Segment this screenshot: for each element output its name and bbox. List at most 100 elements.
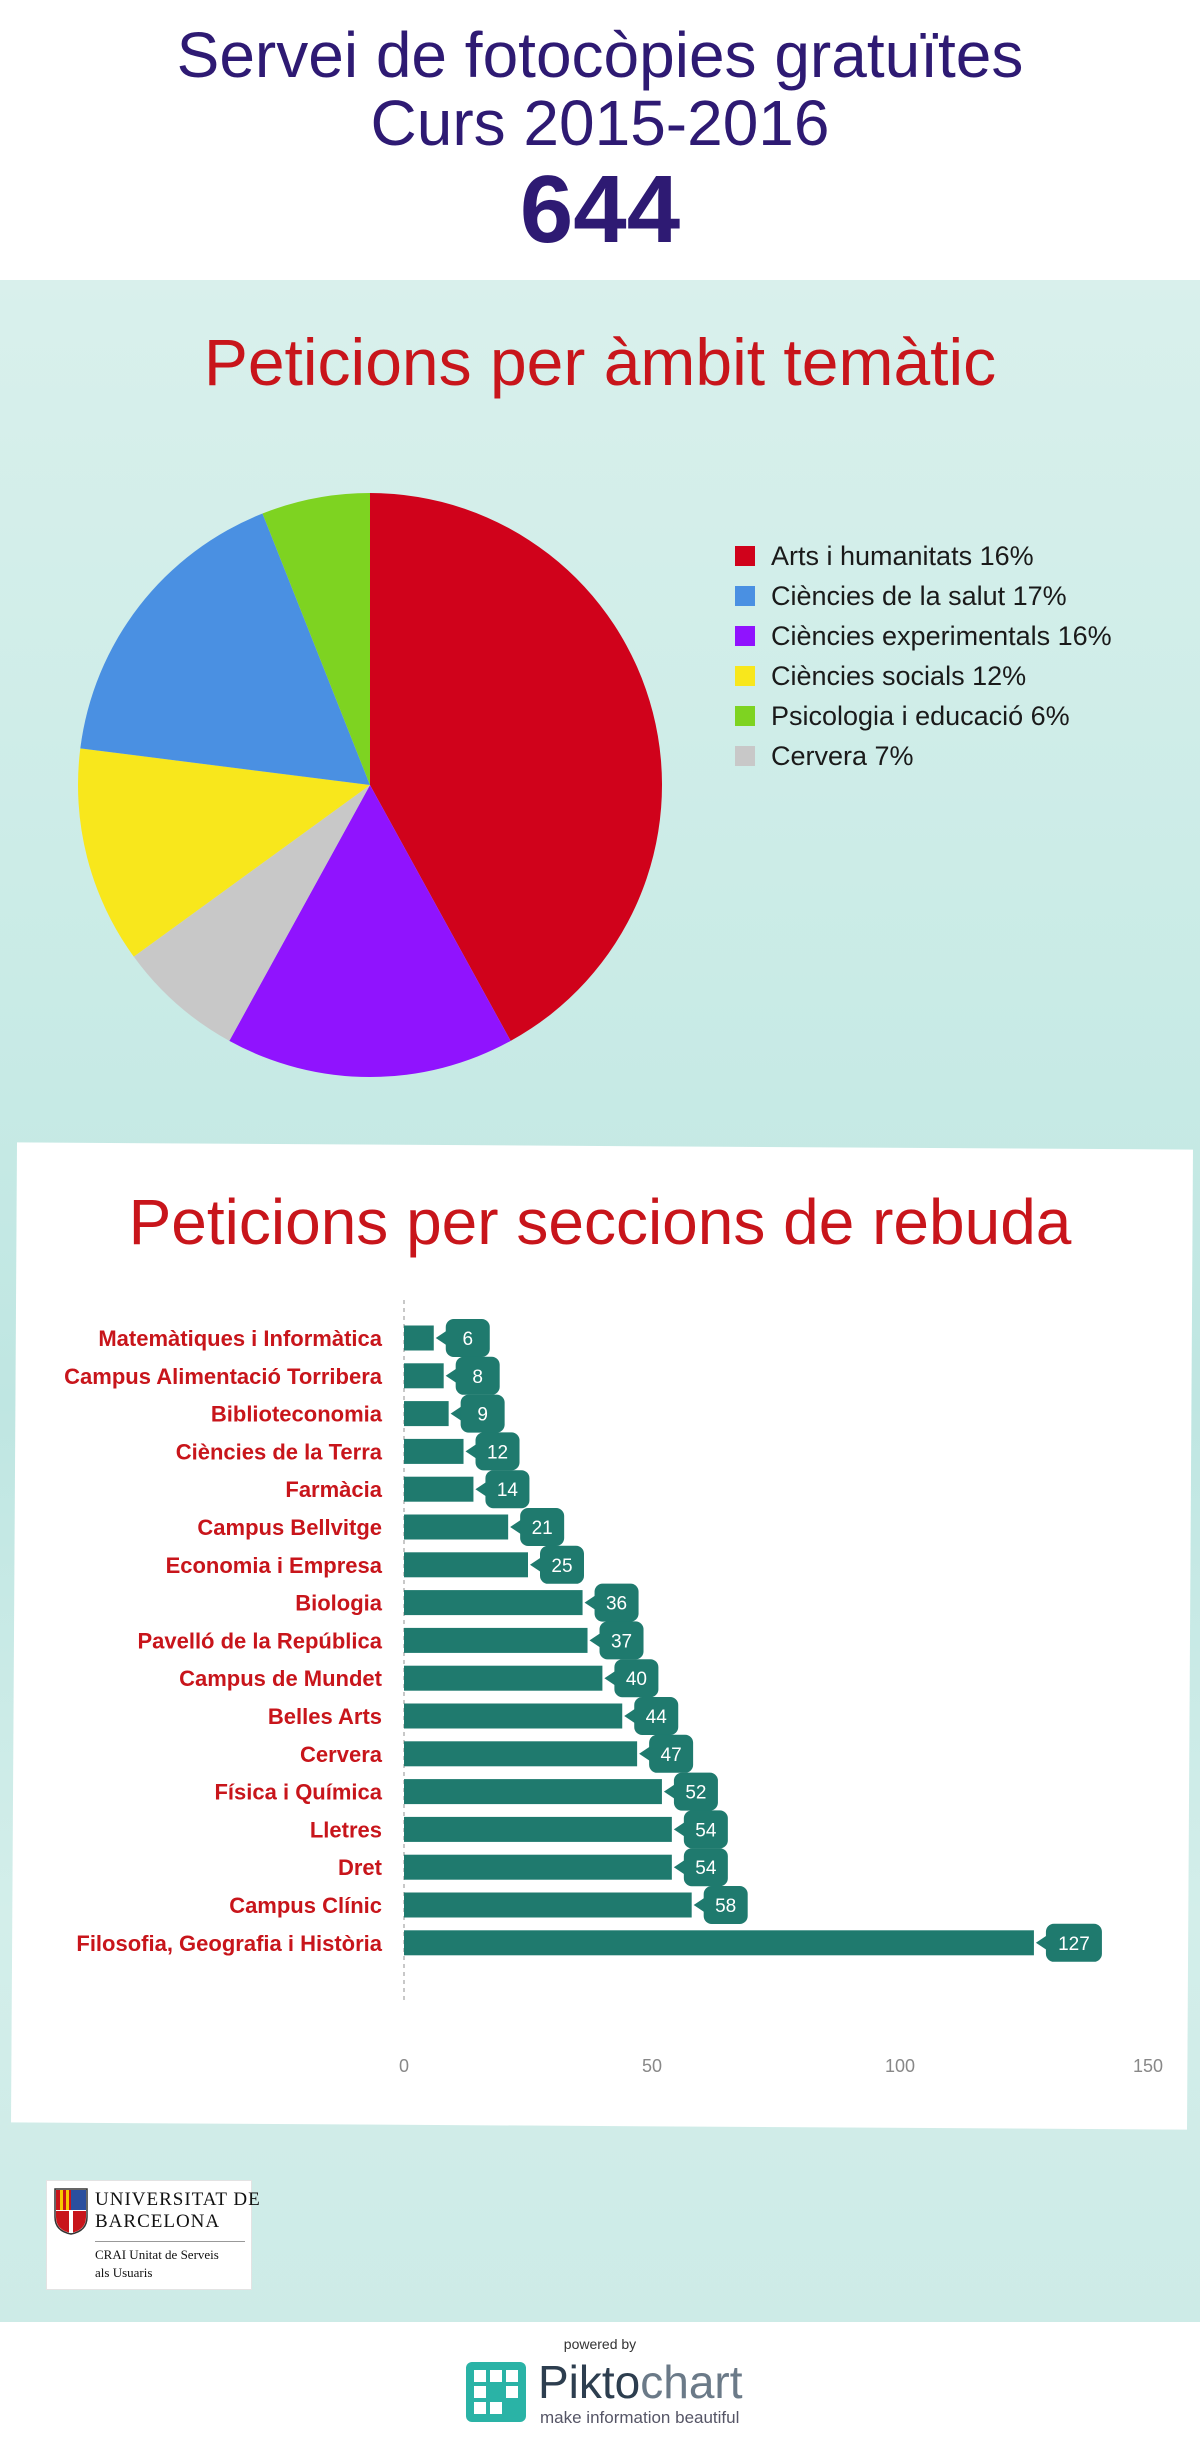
bar	[404, 1363, 444, 1389]
value-badge-pointer	[435, 1330, 448, 1346]
value-badge-pointer	[1035, 1934, 1048, 1951]
value-label: 9	[477, 1405, 488, 1426]
legend-label: Ciències socials 12%	[771, 660, 1027, 691]
value-label: 47	[661, 1745, 682, 1766]
category-label: Biblioteconomia	[211, 1402, 383, 1427]
bar	[404, 1779, 662, 1805]
value-badge	[614, 1659, 659, 1698]
bar	[404, 1476, 474, 1502]
category-label: Campus Clínic	[229, 1893, 382, 1918]
category-label: Campus Bellvitge	[197, 1515, 382, 1540]
value-label: 21	[532, 1518, 553, 1539]
value-badge	[520, 1508, 565, 1546]
bar	[404, 1854, 672, 1880]
value-badge-pointer	[510, 1519, 523, 1535]
value-badge-pointer	[693, 1897, 706, 1913]
legend-item: Ciències socials 12%	[735, 656, 1185, 696]
category-label: Filosofia, Geografia i Història	[76, 1931, 382, 1956]
legend-label: Arts i humanitats 16%	[771, 540, 1034, 571]
pie-slice-1	[229, 785, 511, 1077]
bar	[404, 1741, 638, 1767]
value-label: 6	[462, 1329, 473, 1350]
value-label: 54	[695, 1858, 717, 1879]
page-title: Servei de fotocòpies gratuïtes	[176, 19, 1024, 91]
value-badge	[703, 1886, 748, 1924]
category-label: Cervera	[300, 1742, 383, 1767]
pie-slice-4	[80, 513, 371, 785]
pie-slice-5	[262, 493, 370, 785]
value-badge	[634, 1697, 679, 1735]
value-badge-pointer	[475, 1481, 488, 1498]
value-badge	[594, 1583, 639, 1622]
pie-slice-2	[133, 785, 370, 1041]
value-label: 8	[472, 1367, 483, 1388]
value-label: 37	[611, 1631, 632, 1652]
value-badge	[599, 1621, 644, 1660]
bar	[404, 1438, 464, 1464]
bar	[404, 1816, 672, 1842]
piktochart-tagline: make information beautiful	[540, 2408, 740, 2427]
value-badge-pointer	[673, 1821, 686, 1838]
value-badge	[1045, 1923, 1102, 1962]
value-label: 25	[551, 1556, 572, 1577]
value-badge-pointer	[584, 1594, 597, 1611]
pie-chart	[78, 493, 662, 1077]
legend-swatch	[735, 626, 755, 646]
category-label: Campus Alimentació Torribera	[64, 1364, 383, 1389]
x-tick-label: 150	[1133, 2056, 1163, 2076]
piktochart-logo-text: Piktochart	[538, 2356, 743, 2408]
category-label: Pavelló de la República	[137, 1628, 382, 1653]
logo-line2: BARCELONA	[95, 2211, 221, 2232]
footer	[0, 2322, 1200, 2444]
value-badge-pointer	[589, 1632, 602, 1649]
category-label: Dret	[338, 1855, 383, 1880]
category-label: Lletres	[310, 1817, 382, 1842]
brand-part-a: Pikto	[538, 2356, 641, 2408]
value-badge	[475, 1432, 520, 1471]
value-badge	[485, 1470, 530, 1509]
value-label: 52	[685, 1783, 706, 1804]
value-badge	[683, 1810, 728, 1849]
x-tick-label: 0	[399, 2056, 409, 2076]
legend-item: Cervera 7%	[735, 736, 1185, 776]
bar	[404, 1401, 449, 1427]
category-label: Farmàcia	[285, 1477, 382, 1502]
value-badge	[455, 1356, 500, 1395]
x-tick-label: 100	[885, 2056, 915, 2076]
pie-chart-title: Peticions per àmbit temàtic	[203, 325, 997, 399]
pie-legend: Arts i humanitats 16% Ciències de la salu…	[735, 536, 1185, 776]
shield-icon	[54, 2188, 88, 2235]
legend-swatch	[735, 586, 755, 606]
bar	[404, 1892, 692, 1918]
value-badge-pointer	[530, 1556, 542, 1573]
value-badge-pointer	[450, 1405, 463, 1422]
legend-item: Ciències de la salut 17%	[735, 576, 1185, 616]
value-badge-pointer	[663, 1783, 676, 1800]
legend-item: Ciències experimentals 16%	[735, 616, 1185, 656]
value-label: 14	[497, 1480, 519, 1501]
pie-slice-3	[78, 748, 370, 957]
bar	[404, 1590, 583, 1616]
logo-line1: UNIVERSITAT DE	[95, 2189, 261, 2210]
value-badge	[540, 1545, 584, 1584]
logo-line3: CRAI Unitat de Serveis	[95, 2247, 219, 2262]
x-tick-label: 50	[642, 2056, 662, 2076]
legend-label: Ciències de la salut 17%	[771, 580, 1067, 611]
bar	[404, 1665, 603, 1691]
value-badge-pointer	[639, 1745, 652, 1762]
powered-by-label: powered by	[563, 2336, 637, 2352]
brand-part-b: chart	[640, 2356, 743, 2408]
bar	[404, 1325, 434, 1351]
value-badge	[673, 1772, 718, 1811]
bar	[404, 1930, 1034, 1956]
bar-chart: Matemàtiques i Informàtica 6 Campus Alimen…	[64, 1300, 1163, 2076]
value-badge-pointer	[673, 1859, 686, 1876]
value-badge-pointer	[604, 1670, 617, 1687]
category-label: Economia i Empresa	[166, 1553, 383, 1578]
category-label: Campus de Mundet	[179, 1666, 383, 1691]
bar	[404, 1703, 623, 1729]
legend-swatch	[735, 706, 755, 726]
value-label: 36	[606, 1594, 627, 1615]
legend-label: Cervera 7%	[771, 740, 914, 771]
value-label: 44	[646, 1707, 668, 1728]
